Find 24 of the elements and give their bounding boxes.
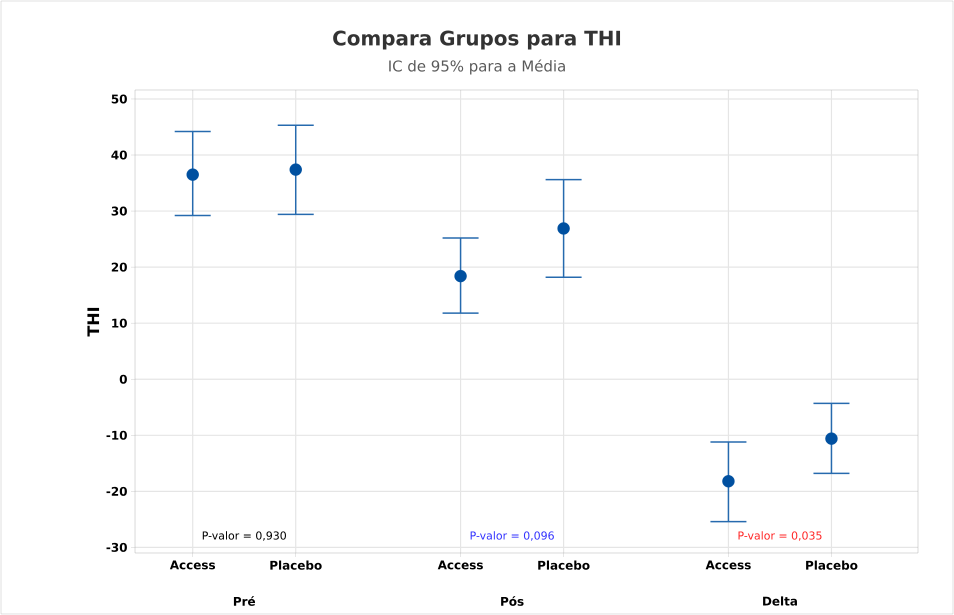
x-tick-label: Placebo — [538, 560, 590, 570]
y-tick-label: -30 — [106, 542, 127, 552]
y-tick-label: -20 — [106, 486, 127, 496]
chart-title: Compara Grupos para THI — [333, 30, 620, 50]
annotation: P-valor = 0,096 — [470, 531, 554, 541]
y-tick-label: 10 — [112, 318, 127, 328]
x-tick-label: Placebo — [270, 560, 322, 570]
y-tick-label: 50 — [112, 94, 127, 104]
x-tick-label: Access — [706, 560, 751, 570]
chart-subtitle: IC de 95% para a Média — [389, 59, 565, 75]
x-tick-label: Access — [170, 560, 216, 570]
y-tick-label: 20 — [112, 262, 127, 272]
text: Pós — [501, 596, 524, 606]
y-tick-label: 40 — [111, 150, 127, 160]
y-tick-label: 30 — [112, 206, 127, 216]
x-tick-label: Placebo — [806, 560, 858, 570]
annotation: P-valor = 0,035 — [738, 531, 822, 541]
annotation: P-valor = 0,930 — [202, 531, 286, 541]
y-tick-label: -10 — [106, 430, 127, 440]
y-tick-label: 0 — [120, 374, 127, 384]
x-tick-label: Access — [438, 560, 483, 570]
y-axis-title: THI — [87, 308, 100, 336]
text: Pré — [234, 596, 256, 606]
text: Delta — [763, 596, 797, 606]
